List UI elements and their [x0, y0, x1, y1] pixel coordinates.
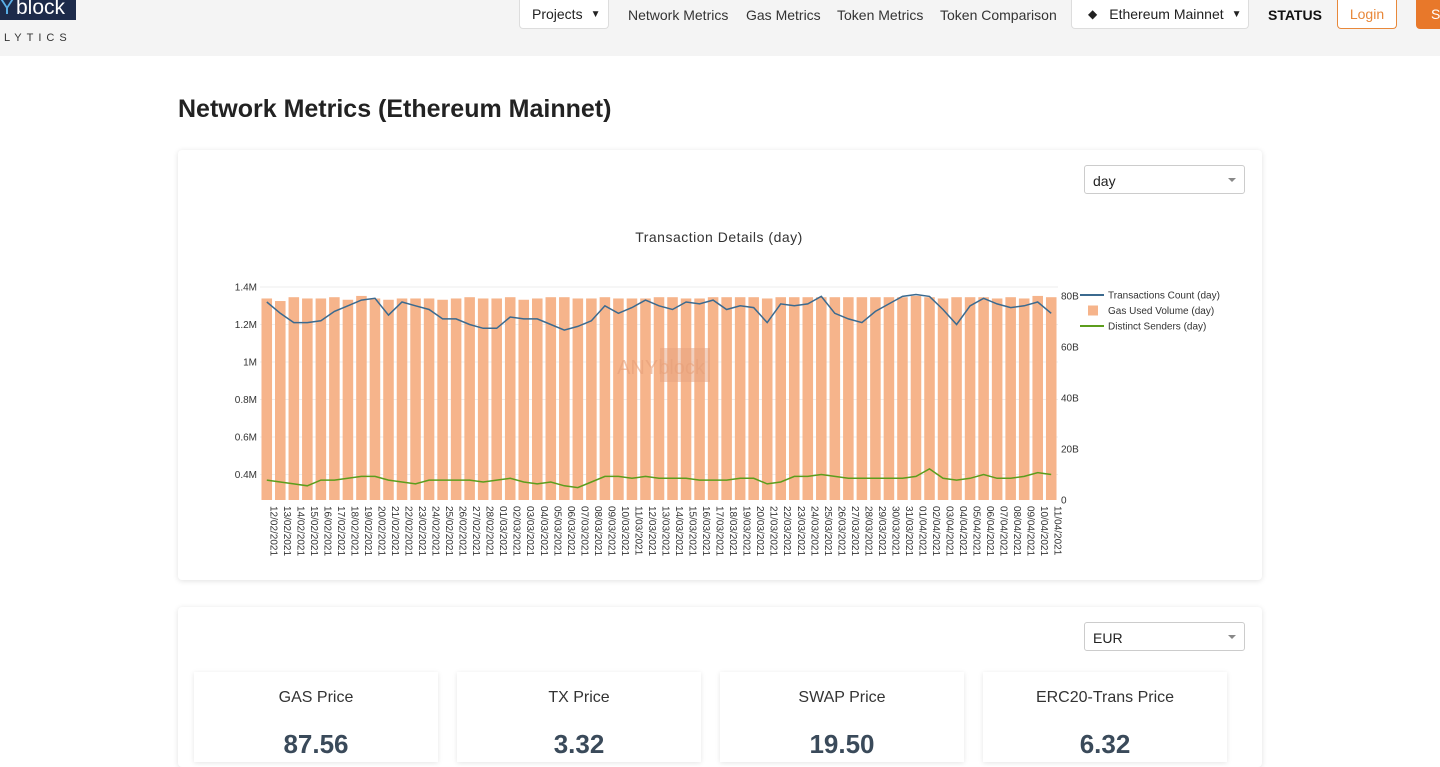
card-title: GAS Price: [278, 689, 354, 706]
price-card: SWAP Price 19.50: [720, 672, 964, 762]
card-value: 3.32: [553, 729, 605, 759]
card-title: ERC20-Trans Price: [1035, 689, 1175, 706]
login-button[interactable]: Login: [1337, 0, 1397, 29]
card-value: 87.56: [283, 729, 349, 759]
logo-block: block: [16, 0, 66, 19]
status-link[interactable]: STATUS: [1268, 7, 1322, 23]
price-card: ERC20-Trans Price 6.32: [983, 672, 1227, 762]
card-value: 19.50: [809, 729, 875, 759]
logo-y: Y: [0, 0, 15, 19]
projects-dropdown[interactable]: Projects ▼: [519, 0, 609, 29]
currency-select[interactable]: EUR: [1084, 622, 1245, 651]
price-card: TX Price 3.32: [457, 672, 701, 762]
network-dropdown[interactable]: ◆ Ethereum Mainnet ▼: [1071, 0, 1249, 29]
nav-link[interactable]: Token Comparison: [940, 7, 1057, 23]
card-title: SWAP Price: [798, 689, 886, 706]
logo-box: [0, 0, 76, 20]
projects-label: Projects: [532, 6, 583, 22]
chart-panel: day: [178, 150, 1262, 580]
card-title: TX Price: [548, 689, 610, 706]
nav-link[interactable]: Token Metrics: [837, 7, 924, 23]
nav-link[interactable]: Network Metrics: [628, 7, 729, 23]
navbar: Y block LYTICS Projects ▼ Network Metrics…: [0, 0, 1440, 56]
nav-link[interactable]: Gas Metrics: [746, 7, 821, 23]
signup-button[interactable]: Si: [1416, 0, 1440, 29]
card-value: 6.32: [1079, 729, 1131, 759]
logo-sub: LYTICS: [4, 32, 72, 44]
period-select[interactable]: day: [1084, 165, 1245, 194]
page-title: Network Metrics (Ethereum Mainnet): [178, 95, 612, 123]
price-card: GAS Price 87.56: [194, 672, 438, 762]
network-label: Ethereum Mainnet: [1109, 6, 1224, 22]
